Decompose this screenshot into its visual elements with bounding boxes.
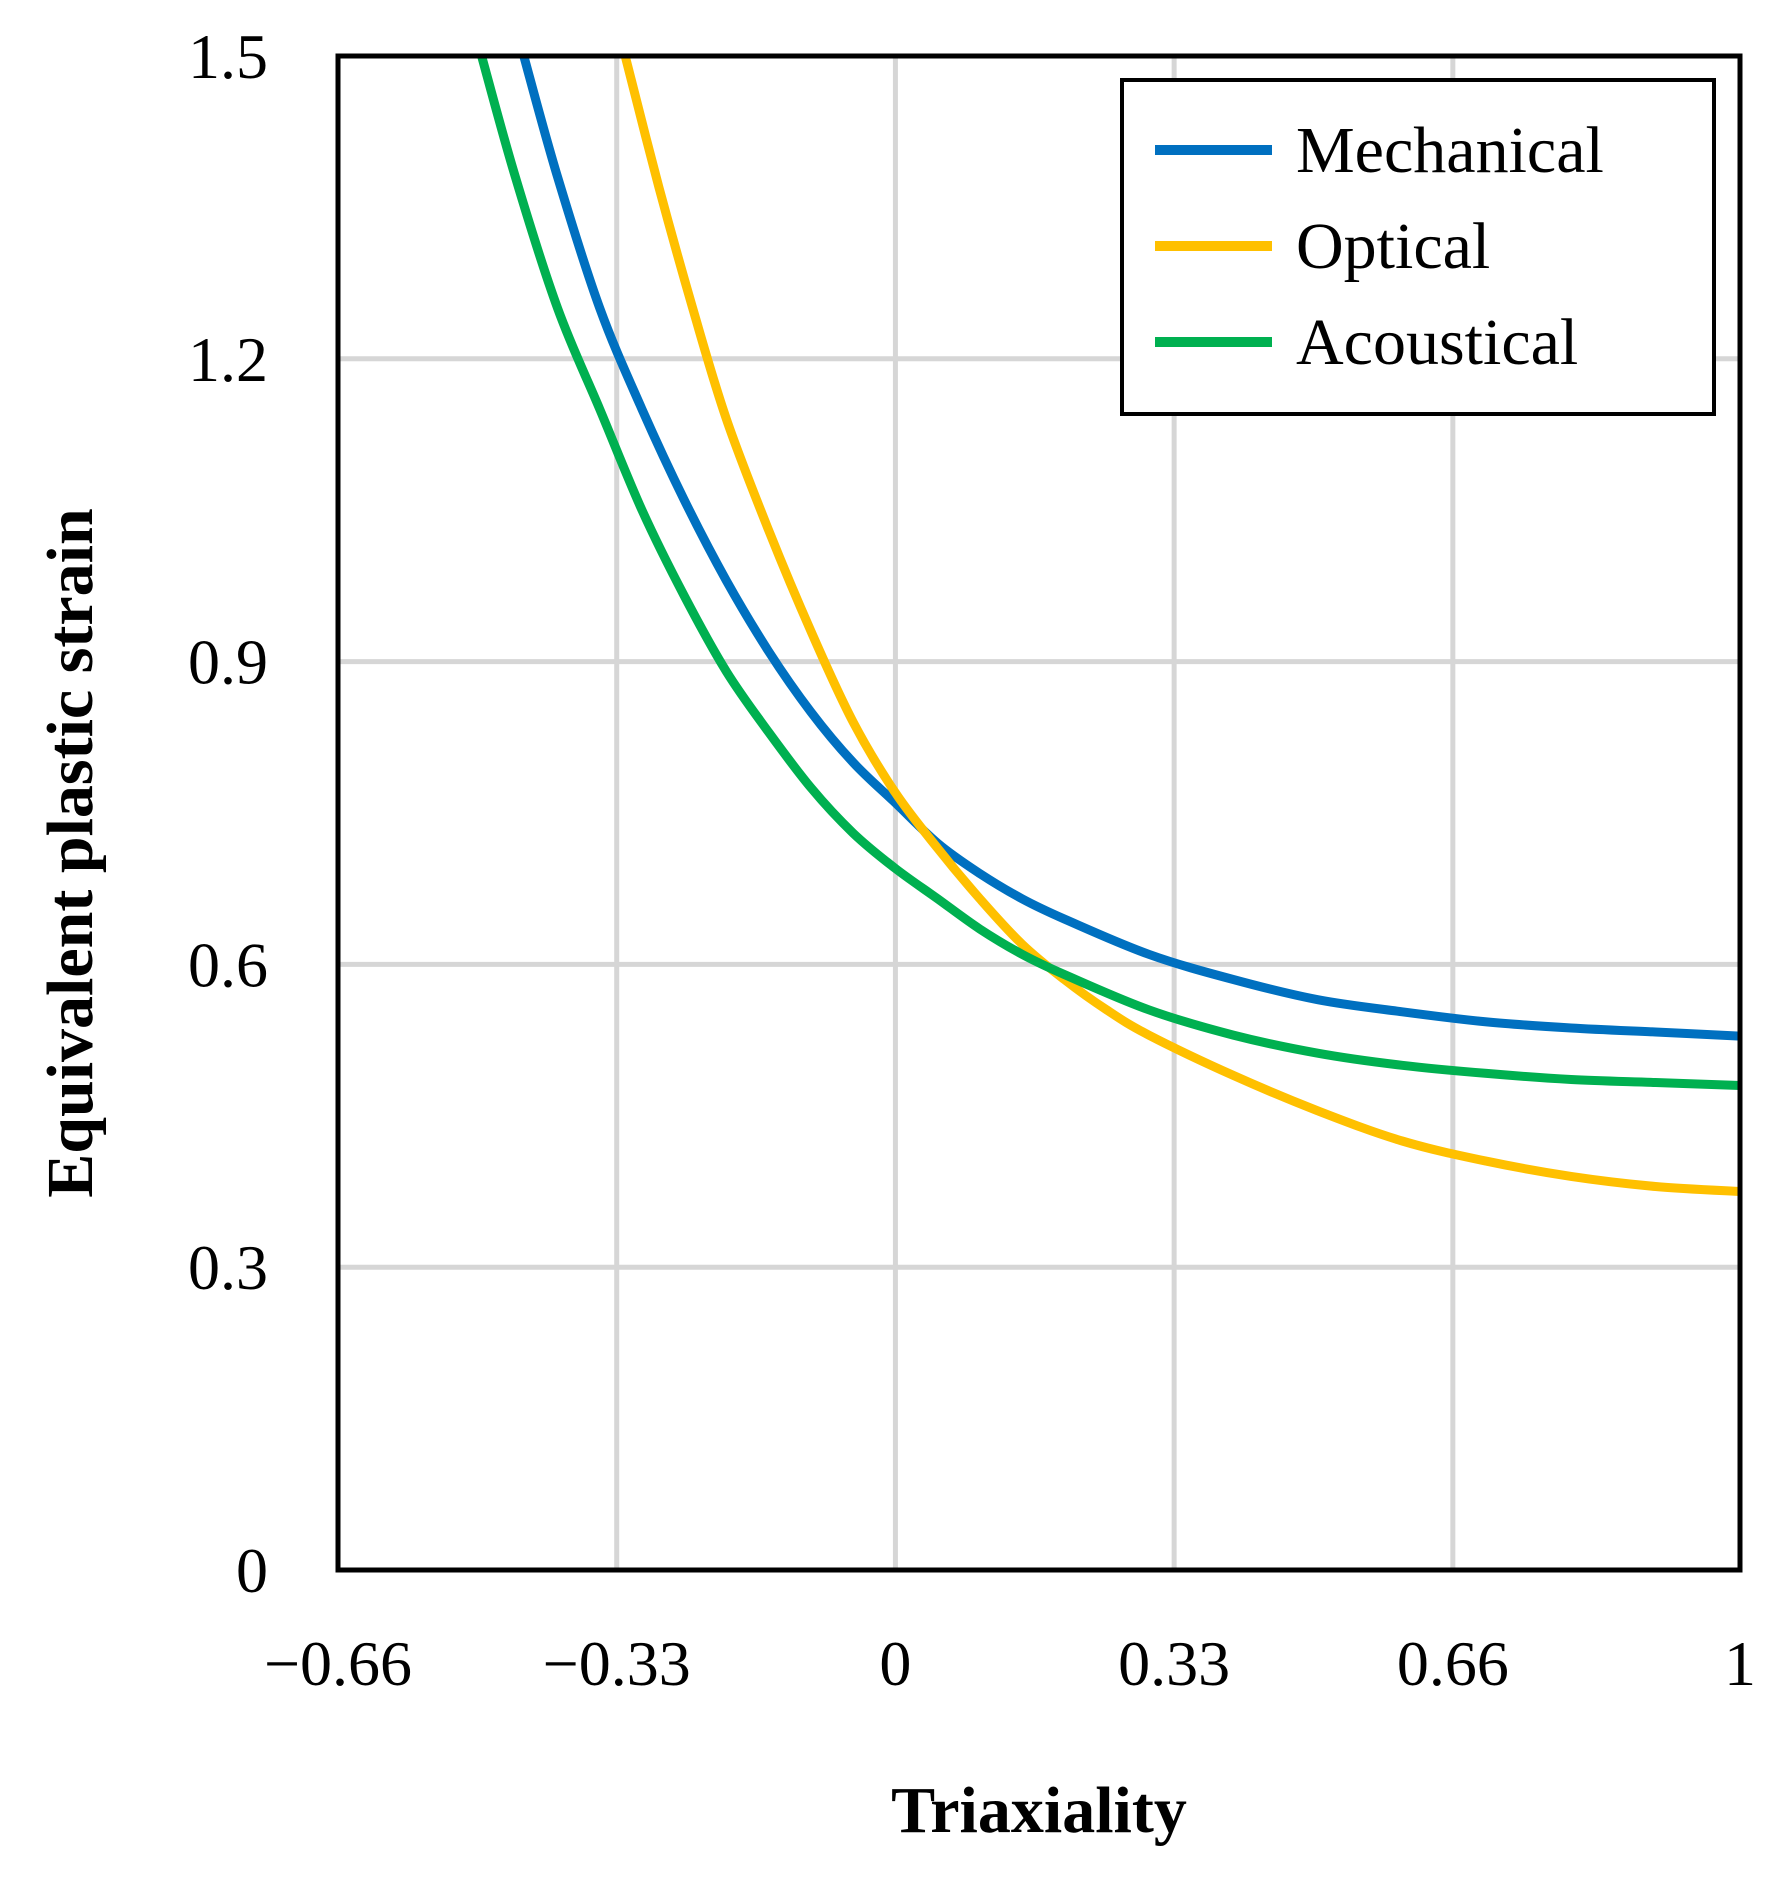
legend-label: Acoustical <box>1296 306 1578 379</box>
legend-item-acoustical: Acoustical <box>1155 306 1578 379</box>
legend: Mechanical Optical Acoustical <box>1120 78 1716 416</box>
x-axis-tick-labels: −0.66 −0.33 0 0.33 0.66 1 <box>264 1628 1756 1699</box>
y-axis-title: Equivalent plastic strain <box>34 508 107 1197</box>
legend-item-mechanical: Mechanical <box>1155 114 1604 187</box>
x-tick-label: −0.33 <box>543 1628 691 1699</box>
x-tick-label: 0 <box>879 1628 911 1699</box>
x-axis-title: Triaxiality <box>891 1774 1187 1847</box>
y-tick-label: 0.3 <box>188 1232 268 1303</box>
legend-item-optical: Optical <box>1155 210 1490 283</box>
legend-items: Mechanical Optical Acoustical <box>1155 114 1604 379</box>
series-line-acoustical <box>477 56 1740 1090</box>
y-tick-label: 0.6 <box>188 929 268 1000</box>
legend-label: Mechanical <box>1296 114 1604 187</box>
x-tick-label: 0.33 <box>1118 1628 1230 1699</box>
y-axis-tick-labels: 0 0.3 0.6 0.9 1.2 1.5 <box>188 21 268 1606</box>
y-tick-label: 1.2 <box>188 324 268 395</box>
y-tick-label: 1.5 <box>188 21 268 92</box>
series-line-mechanical <box>519 56 1740 1041</box>
series-line-optical <box>620 56 1740 1196</box>
y-tick-label: 0 <box>236 1535 268 1606</box>
x-tick-label: −0.66 <box>264 1628 412 1699</box>
y-tick-label: 0.9 <box>188 627 268 698</box>
x-tick-label: 1 <box>1724 1628 1756 1699</box>
plot-area-frame <box>335 53 1743 1573</box>
legend-label: Optical <box>1296 210 1490 283</box>
x-tick-label: 0.66 <box>1397 1628 1509 1699</box>
series-group <box>477 56 1740 1196</box>
